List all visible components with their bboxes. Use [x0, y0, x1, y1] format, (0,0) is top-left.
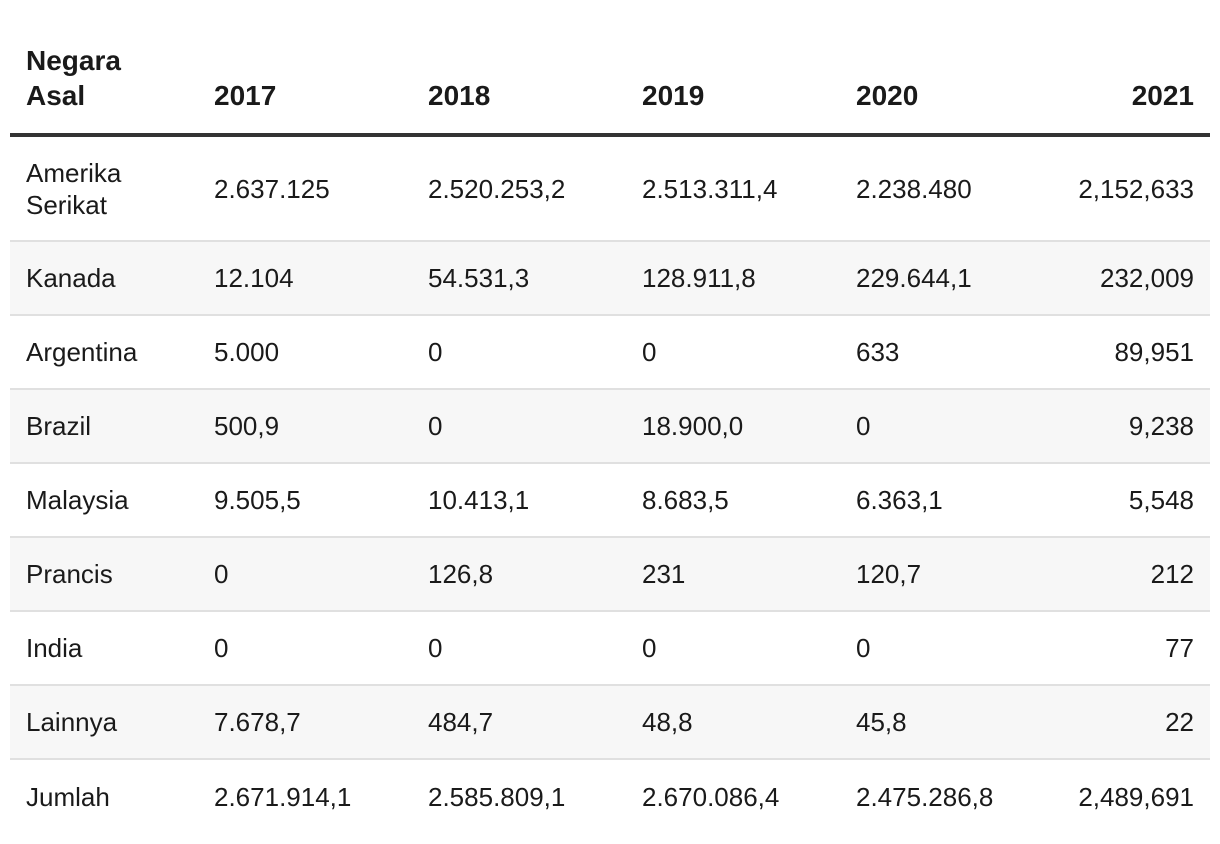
data-table-container: Negara Asal 2017 2018 2019 2020 2021 Ame…	[10, 0, 1210, 833]
cell-value-2018: 10.413,1	[412, 463, 626, 538]
cell-value-2021: 9,238	[1054, 389, 1210, 464]
header-year-2021: 2021	[1054, 0, 1210, 137]
cell-value-2020: 0	[840, 389, 1054, 464]
cell-value-2017: 2.637.125	[198, 135, 412, 242]
cell-value-2019: 0	[626, 611, 840, 686]
header-country: Negara Asal	[10, 0, 198, 137]
cell-value-2020: 2.238.480	[840, 135, 1054, 242]
table-row: Jumlah 2.671.914,1 2.585.809,1 2.670.086,4 2…	[10, 759, 1210, 833]
cell-value-2017: 0	[198, 537, 412, 612]
cell-value-2021: 2,489,691	[1078, 781, 1194, 812]
table-row: Amerika Serikat 2.637.125 2.520.253,2 2.513…	[10, 135, 1210, 242]
cell-value-2017: 7.678,7	[198, 685, 412, 760]
cell-country: Lainnya	[10, 685, 198, 760]
cell-value-2018: 2.520.253,2	[412, 135, 626, 242]
table-row: India 0 0 0 0 77	[10, 611, 1210, 686]
table-header: Negara Asal 2017 2018 2019 2020 2021	[10, 0, 1210, 137]
cell-value-2019: 128.911,8	[626, 241, 840, 316]
table-row: Prancis 0 126,8 231 120,7 212	[10, 537, 1210, 612]
cell-value-2021: 89,951	[1054, 315, 1210, 390]
cell-value-2017: 9.505,5	[198, 463, 412, 538]
table-row: Argentina 5.000 0 0 633 89,951	[10, 315, 1210, 390]
cell-value-2019: 48,8	[626, 685, 840, 760]
header-year-2020: 2020	[840, 0, 1054, 137]
cell-value-2020: 45,8	[840, 685, 1054, 760]
cell-value-2021: 2,152,633	[1054, 135, 1210, 242]
cell-value-2020: 6.363,1	[840, 463, 1054, 538]
header-year-2018: 2018	[412, 0, 626, 137]
cell-value-2020: 120,7	[840, 537, 1054, 612]
cell-country: Kanada	[10, 241, 198, 316]
cell-country: Jumlah	[26, 781, 110, 812]
import-by-country-table: Negara Asal 2017 2018 2019 2020 2021 Ame…	[10, 0, 1210, 833]
cell-value-2021: 232,009	[1054, 241, 1210, 316]
cell-value-2018: 2.585.809,1	[428, 781, 566, 812]
cell-value-2020: 229.644,1	[840, 241, 1054, 316]
cell-value-2020: 633	[840, 315, 1054, 390]
cell-country: India	[10, 611, 198, 686]
header-year-2019: 2019	[626, 0, 840, 137]
table-row: Brazil 500,9 0 18.900,0 0 9,238	[10, 389, 1210, 464]
header-row: Negara Asal 2017 2018 2019 2020 2021	[10, 0, 1210, 137]
cell-value-2017: 12.104	[198, 241, 412, 316]
cell-value-2020: 0	[840, 611, 1054, 686]
cell-value-2017: 5.000	[198, 315, 412, 390]
cell-value-2019: 2.670.086,4	[642, 781, 780, 812]
cell-country: Prancis	[10, 537, 198, 612]
cell-value-2020: 2.475.286,8	[856, 781, 994, 812]
cell-country: Argentina	[10, 315, 198, 390]
cell-value-2017: 500,9	[198, 389, 412, 464]
cell-value-2018: 0	[412, 611, 626, 686]
cell-value-2021: 22	[1054, 685, 1210, 760]
cell-country: Amerika Serikat	[10, 135, 198, 242]
table-row: Malaysia 9.505,5 10.413,1 8.683,5 6.363,1 5,5…	[10, 463, 1210, 538]
table-body: Amerika Serikat 2.637.125 2.520.253,2 2.513…	[10, 135, 1210, 833]
cell-value-2018: 0	[412, 389, 626, 464]
cell-country: Brazil	[10, 389, 198, 464]
table-row: Lainnya 7.678,7 484,7 48,8 45,8 22	[10, 685, 1210, 760]
header-year-2017: 2017	[198, 0, 412, 137]
cell-value-2017: 2.671.914,1	[214, 781, 352, 812]
cell-value-2018: 126,8	[412, 537, 626, 612]
cell-country: Malaysia	[10, 463, 198, 538]
cell-value-2019: 0	[626, 315, 840, 390]
cell-value-2017: 0	[198, 611, 412, 686]
table-row: Kanada 12.104 54.531,3 128.911,8 229.644,1 23…	[10, 241, 1210, 316]
cell-value-2021: 212	[1054, 537, 1210, 612]
cell-value-2018: 0	[412, 315, 626, 390]
cell-value-2021: 5,548	[1054, 463, 1210, 538]
cell-value-2018: 54.531,3	[412, 241, 626, 316]
cell-value-2019: 18.900,0	[626, 389, 840, 464]
cell-value-2019: 231	[626, 537, 840, 612]
cell-value-2018: 484,7	[412, 685, 626, 760]
cell-value-2019: 8.683,5	[626, 463, 840, 538]
cell-value-2019: 2.513.311,4	[626, 135, 840, 242]
cell-value-2021: 77	[1054, 611, 1210, 686]
